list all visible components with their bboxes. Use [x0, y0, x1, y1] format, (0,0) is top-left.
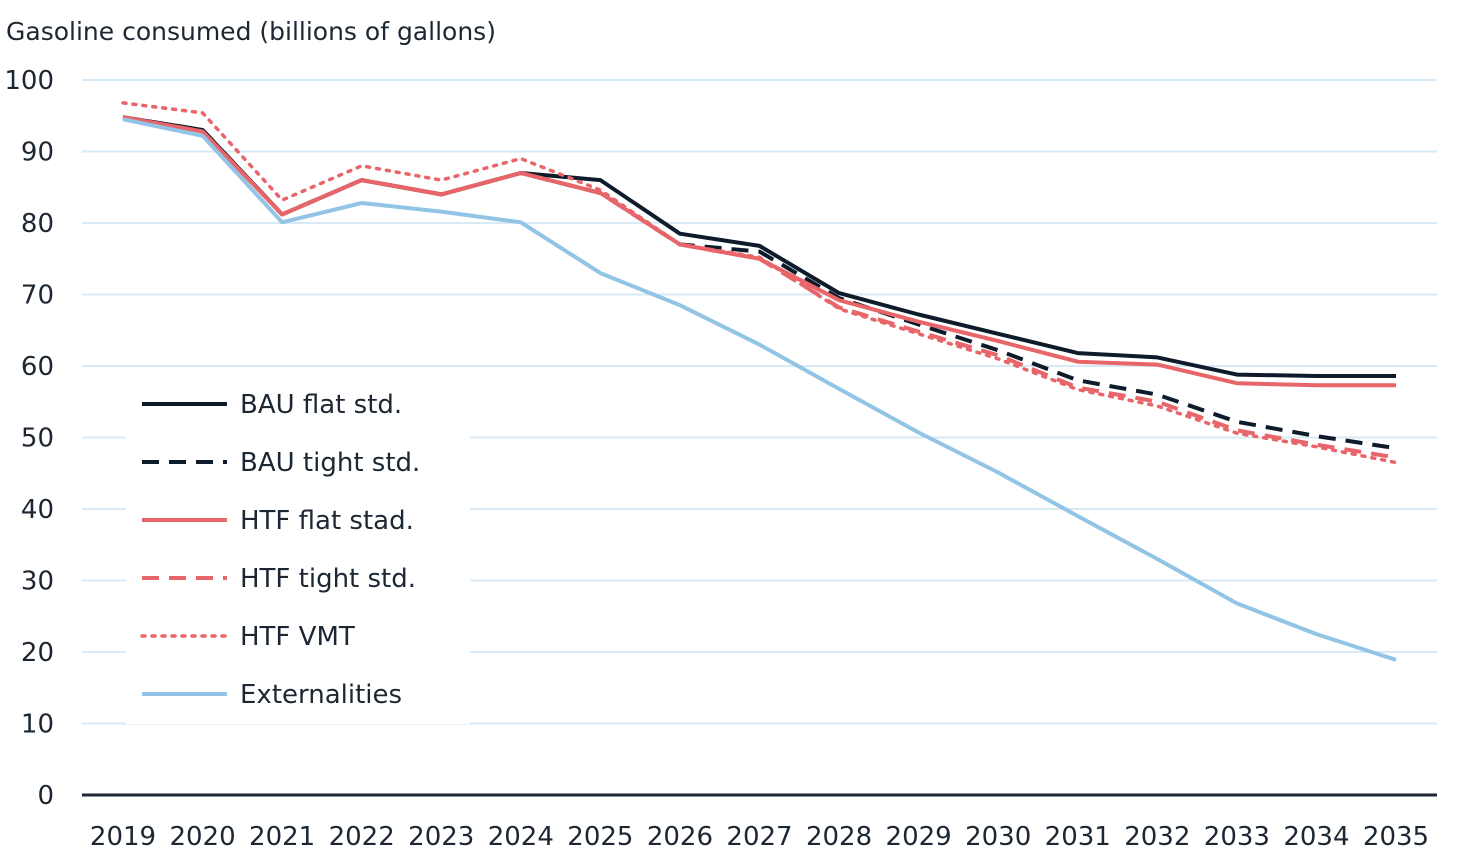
y-tick-label: 60: [21, 352, 54, 382]
x-tick-label: 2023: [408, 822, 474, 852]
legend-background: [126, 372, 470, 724]
x-tick-label: 2031: [1045, 822, 1111, 852]
y-tick-label: 10: [21, 710, 54, 740]
x-tick-label: 2019: [90, 822, 156, 852]
x-tick-label: 2024: [488, 822, 554, 852]
x-tick-label: 2030: [965, 822, 1031, 852]
x-tick-label: 2029: [886, 822, 952, 852]
x-tick-label: 2027: [726, 822, 792, 852]
x-tick-label: 2025: [567, 822, 633, 852]
y-tick-label: 50: [21, 424, 54, 454]
series-line-5: [122, 117, 1397, 662]
x-tick-label: 2034: [1283, 822, 1349, 852]
legend-label: HTF VMT: [240, 622, 355, 652]
x-tick-label: 2026: [647, 822, 713, 852]
series-line-4: [121, 101, 1398, 465]
x-tick-label: 2022: [329, 822, 395, 852]
legend: BAU flat std. BAU tight std. HTF flat stad…: [140, 390, 420, 710]
y-tick-label: 90: [21, 138, 54, 168]
y-tick-label: 40: [21, 495, 54, 525]
y-tick-label: 0: [37, 781, 54, 811]
x-axis-ticks: 2019 2020 2021 2022 2023 2024 2025 2026 2027 2028…: [90, 822, 1429, 852]
y-axis-title: Gasoline consumed (billions of gallons): [6, 17, 496, 46]
y-tick-label: 70: [21, 281, 54, 311]
x-tick-label: 2035: [1363, 822, 1429, 852]
x-tick-label: 2028: [806, 822, 872, 852]
series-line-0: [122, 115, 1396, 378]
legend-label: BAU tight std.: [240, 448, 420, 478]
series-lines: [121, 101, 1398, 662]
y-tick-label: 80: [21, 209, 54, 239]
legend-label: HTF tight std.: [240, 564, 416, 594]
legend-label: BAU flat std.: [240, 390, 402, 420]
legend-box: [126, 372, 470, 724]
y-axis-ticks: 0 10 20 30 40 50 60 70 80 90 100: [4, 66, 54, 811]
x-tick-label: 2020: [169, 822, 235, 852]
x-tick-label: 2021: [249, 822, 315, 852]
y-tick-label: 20: [21, 638, 54, 668]
y-tick-label: 30: [21, 567, 54, 597]
x-tick-label: 2032: [1124, 822, 1190, 852]
x-tick-label: 2033: [1204, 822, 1270, 852]
legend-label: HTF flat stad.: [240, 506, 414, 536]
y-tick-label: 100: [4, 66, 54, 96]
legend-label: Externalities: [240, 680, 402, 710]
